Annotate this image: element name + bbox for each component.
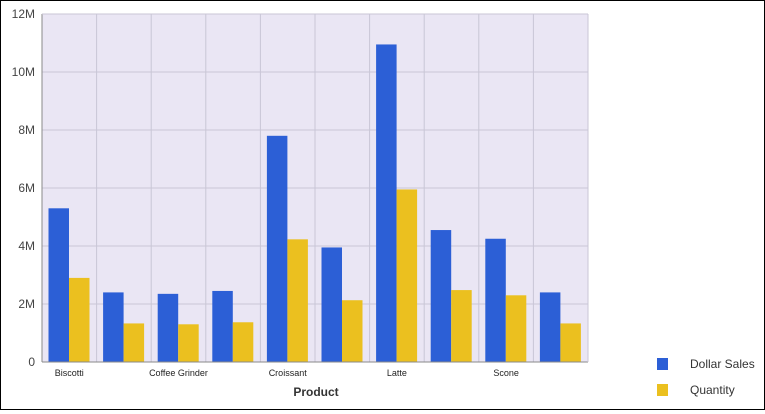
x-tick-label: Croissant <box>269 368 308 378</box>
y-tick-label: 12M <box>12 7 35 21</box>
legend-swatch <box>657 358 668 370</box>
legend-label: Dollar Sales <box>690 357 755 371</box>
y-tick-label: 10M <box>12 65 35 79</box>
bar-quantity-9[interactable] <box>560 323 581 362</box>
legend: Dollar Sales Quantity <box>657 351 765 403</box>
bar-quantity-1[interactable] <box>123 323 145 362</box>
bar-quantity-3[interactable] <box>232 322 254 362</box>
legend-item-dollar-sales[interactable]: Dollar Sales <box>657 351 765 377</box>
bar-dollar-sales-8[interactable] <box>485 238 506 362</box>
legend-item-quantity[interactable]: Quantity <box>657 377 765 403</box>
y-tick-label: 8M <box>18 123 35 137</box>
bar-quantity-7[interactable] <box>451 290 472 362</box>
y-tick-labels: 0 2M 4M 6M 8M 10M 12M <box>12 7 36 369</box>
bar-dollar-sales-4[interactable] <box>266 135 288 362</box>
bar-quantity-0[interactable] <box>69 277 90 362</box>
y-tick-label: 2M <box>18 297 35 311</box>
bar-dollar-sales-1[interactable] <box>103 292 124 362</box>
x-tick-label: Latte <box>387 368 407 378</box>
x-tick-label: Biscotti <box>55 368 84 378</box>
gridlines <box>42 13 588 363</box>
y-tick-label: 6M <box>18 181 35 195</box>
x-tick-labels: Biscotti Coffee Grinder Croissant Latte Scon… <box>55 368 519 378</box>
bar-dollar-sales-9[interactable] <box>539 292 561 362</box>
legend-swatch <box>657 384 668 396</box>
bar-quantity-8[interactable] <box>505 295 527 362</box>
x-axis-label: Product <box>293 385 338 399</box>
y-tick-label: 4M <box>18 239 35 253</box>
bar-quantity-4[interactable] <box>287 239 308 362</box>
axes <box>41 13 589 363</box>
bar-dollar-sales-3[interactable] <box>212 290 233 362</box>
bar-quantity-2[interactable] <box>178 324 199 362</box>
legend-label: Quantity <box>690 383 735 397</box>
y-tick-label: 0 <box>28 355 35 369</box>
bars-group <box>48 44 581 362</box>
bar-dollar-sales-2[interactable] <box>157 293 179 362</box>
bar-dollar-sales-5[interactable] <box>321 247 343 362</box>
bar-dollar-sales-7[interactable] <box>430 230 452 362</box>
x-tick-label: Coffee Grinder <box>149 368 208 378</box>
bar-quantity-5[interactable] <box>342 300 363 362</box>
bar-dollar-sales-6[interactable] <box>376 44 397 362</box>
bar-quantity-6[interactable] <box>396 189 418 362</box>
bar-dollar-sales-0[interactable] <box>48 208 70 362</box>
x-tick-label: Scone <box>493 368 519 378</box>
